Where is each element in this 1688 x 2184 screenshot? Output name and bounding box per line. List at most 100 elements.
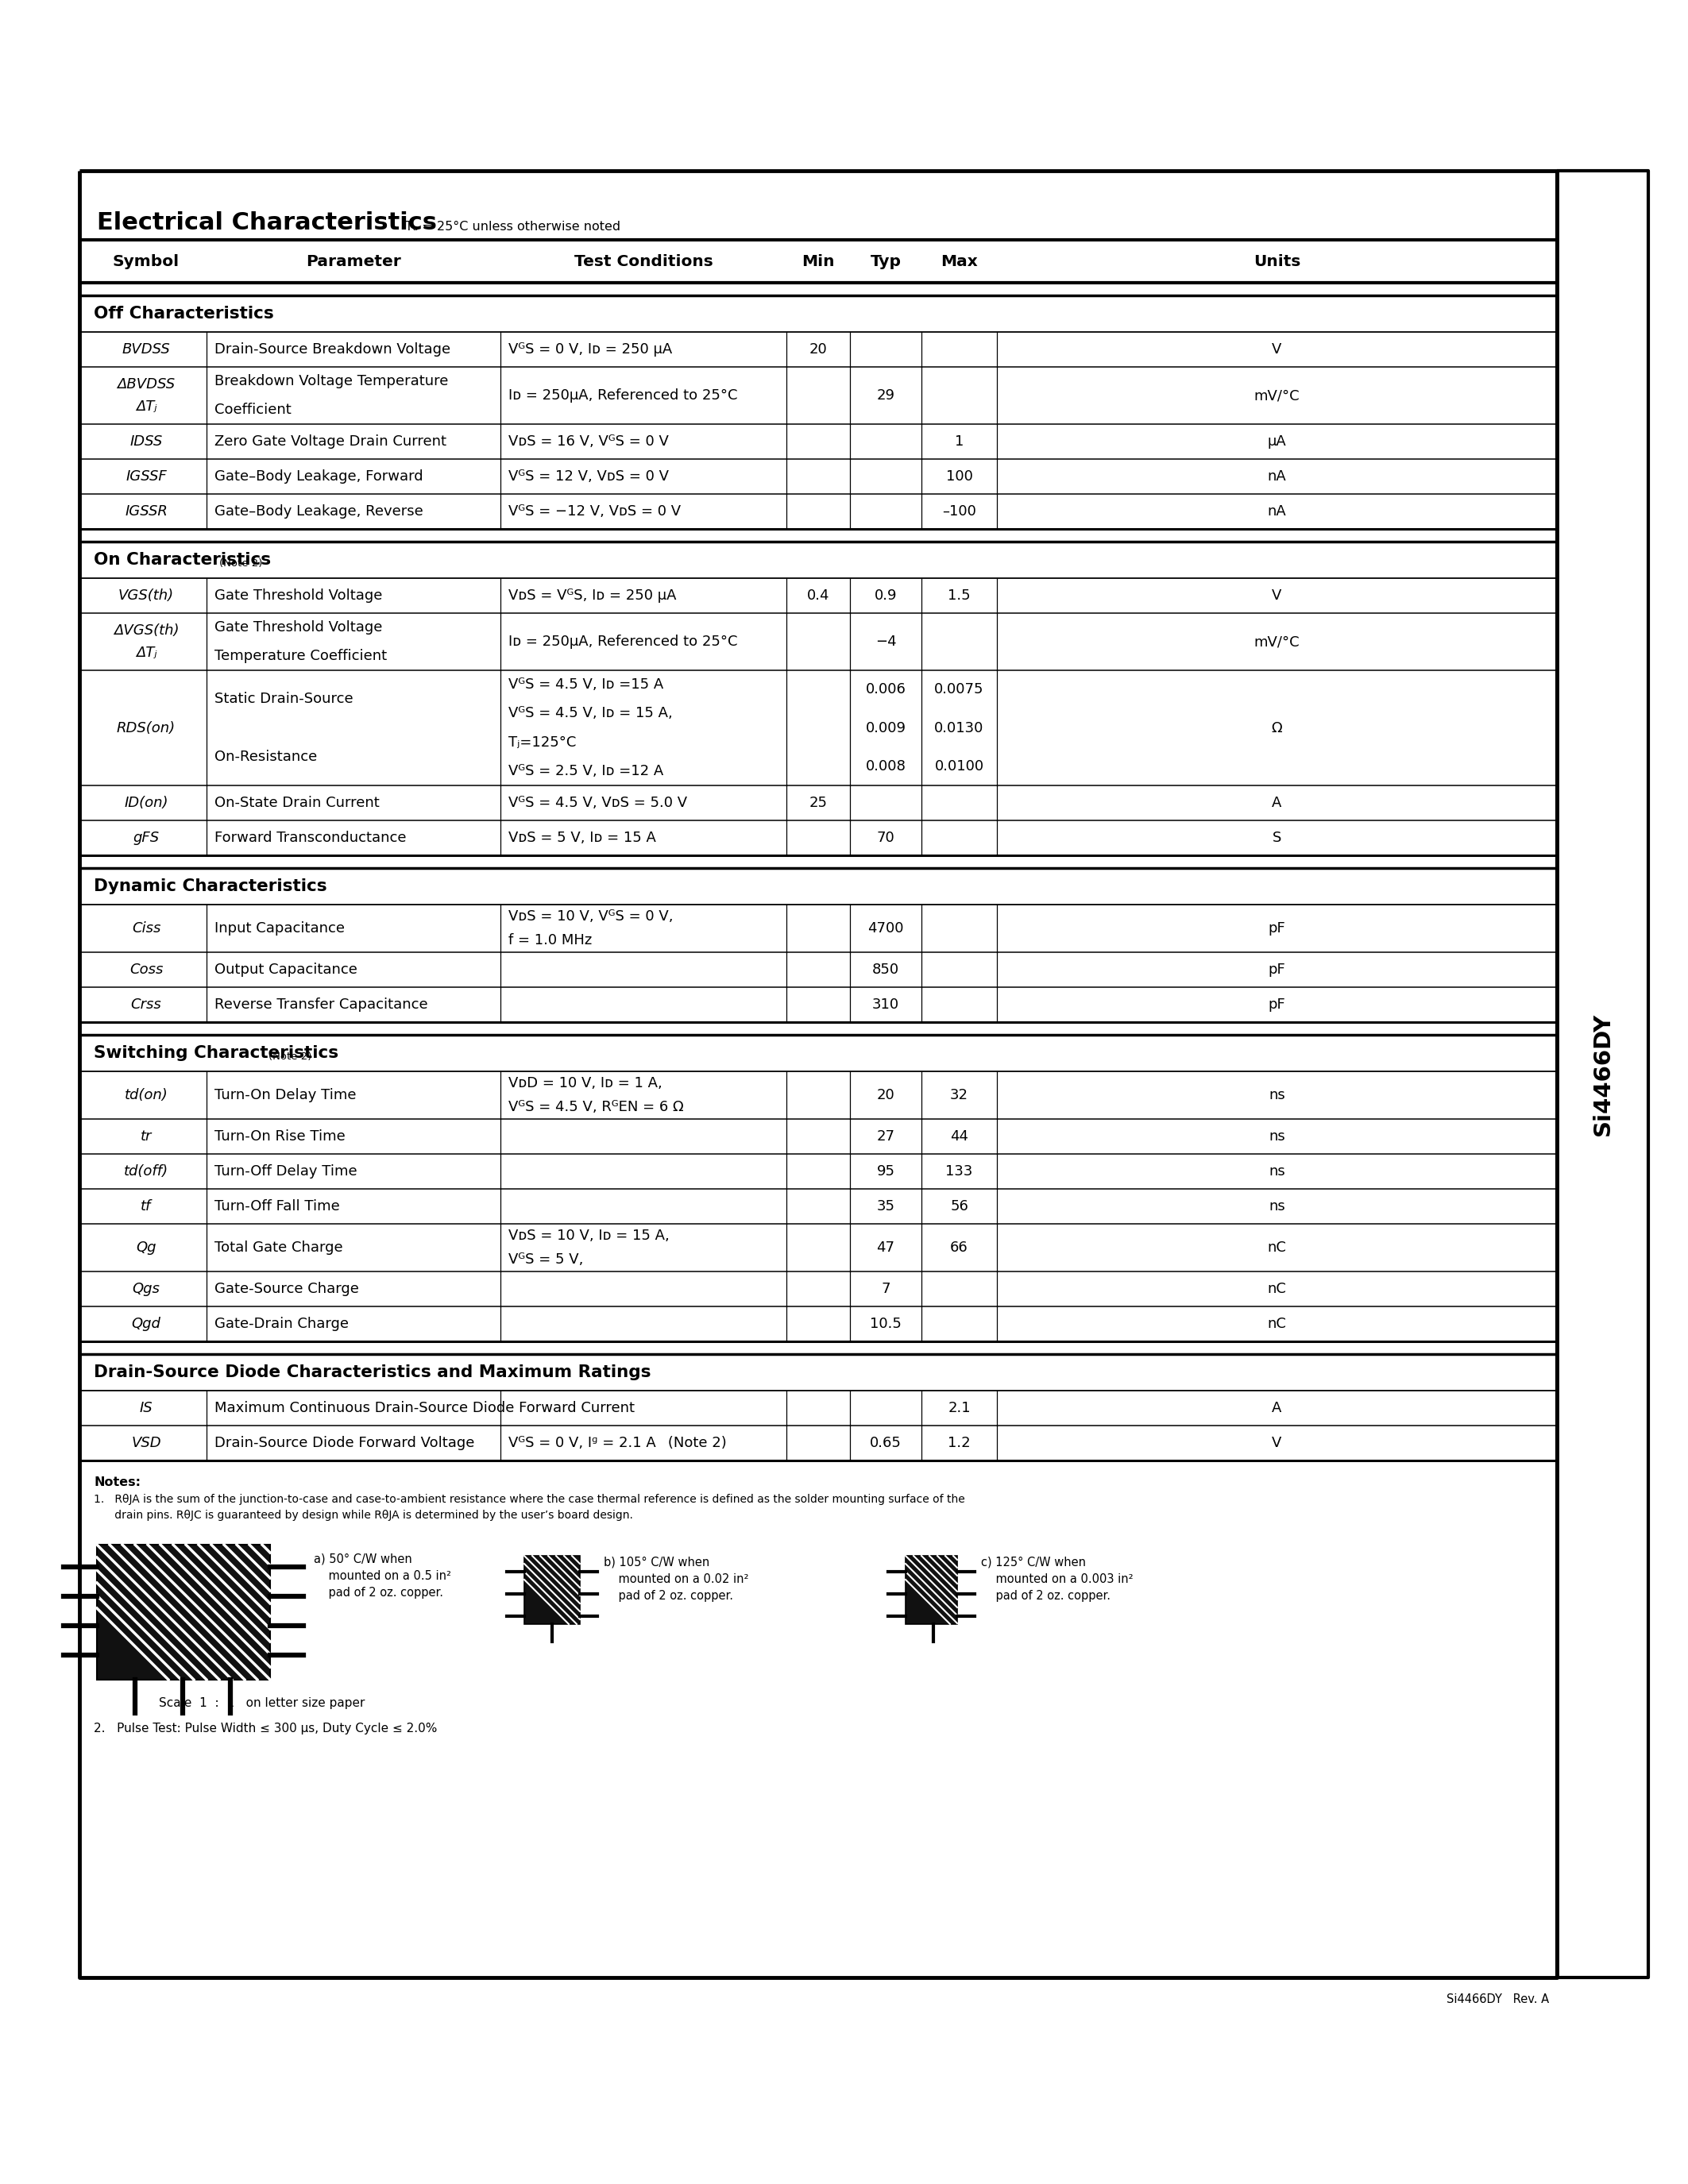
Text: Coefficient: Coefficient (214, 402, 292, 417)
Text: nA: nA (1268, 505, 1286, 518)
Text: Output Capacitance: Output Capacitance (214, 963, 358, 976)
Bar (905, 1555, 957, 1625)
Text: c) 125° C/W when
    mounted on a 0.003 in²
    pad of 2 oz. copper.: c) 125° C/W when mounted on a 0.003 in² … (981, 1555, 1133, 1603)
Text: Zero Gate Voltage Drain Current: Zero Gate Voltage Drain Current (214, 435, 446, 448)
Text: Qgs: Qgs (132, 1282, 160, 1295)
Text: A: A (1273, 795, 1281, 810)
Text: 20: 20 (876, 1088, 895, 1103)
Text: 47: 47 (876, 1241, 895, 1256)
Text: ns: ns (1269, 1199, 1285, 1214)
Text: Iᴅ = 250μA, Referenced to 25°C: Iᴅ = 250μA, Referenced to 25°C (508, 636, 738, 649)
Text: 70: 70 (876, 830, 895, 845)
Text: Drain-Source Diode Characteristics and Maximum Ratings: Drain-Source Diode Characteristics and M… (95, 1365, 652, 1380)
Text: On Characteristics: On Characteristics (95, 553, 272, 568)
Text: A: A (1273, 1400, 1281, 1415)
Text: RDS(on): RDS(on) (116, 721, 176, 736)
Text: td(on): td(on) (125, 1088, 167, 1103)
Text: 310: 310 (873, 998, 900, 1011)
Text: nC: nC (1268, 1317, 1286, 1330)
Text: IS: IS (140, 1400, 152, 1415)
Text: VᴳS = 4.5 V, Iᴅ = 15 A,: VᴳS = 4.5 V, Iᴅ = 15 A, (508, 705, 672, 721)
Text: 0.0130: 0.0130 (935, 721, 984, 736)
Text: VᴅS = 10 V, VᴳS = 0 V,: VᴅS = 10 V, VᴳS = 0 V, (508, 909, 674, 924)
Text: Gate–Body Leakage, Reverse: Gate–Body Leakage, Reverse (214, 505, 424, 518)
Text: td(off): td(off) (123, 1164, 169, 1179)
Text: S: S (1273, 830, 1281, 845)
Text: Scale  1  :  1   on letter size paper: Scale 1 : 1 on letter size paper (159, 1697, 365, 1710)
Text: Parameter: Parameter (306, 253, 402, 269)
Text: VᴅS = 16 V, VᴳS = 0 V: VᴅS = 16 V, VᴳS = 0 V (508, 435, 668, 448)
Text: 25: 25 (809, 795, 827, 810)
Text: Tⱼ=125°C: Tⱼ=125°C (508, 736, 576, 749)
Text: 4700: 4700 (868, 922, 903, 935)
Text: 1: 1 (955, 435, 964, 448)
Text: Drain-Source Diode Forward Voltage: Drain-Source Diode Forward Voltage (214, 1435, 474, 1450)
Text: On-State Drain Current: On-State Drain Current (214, 795, 380, 810)
Text: Test Conditions: Test Conditions (574, 253, 712, 269)
Text: Max: Max (940, 253, 977, 269)
Text: Gate–Body Leakage, Forward: Gate–Body Leakage, Forward (214, 470, 424, 483)
Text: 2.1: 2.1 (949, 1400, 971, 1415)
Text: a) 50° C/W when
    mounted on a 0.5 in²
    pad of 2 oz. copper.: a) 50° C/W when mounted on a 0.5 in² pad… (314, 1553, 451, 1599)
Text: Si4466DY   Rev. A: Si4466DY Rev. A (1447, 1994, 1550, 2005)
Text: 850: 850 (873, 963, 900, 976)
Text: V: V (1273, 587, 1281, 603)
Text: Turn-Off Delay Time: Turn-Off Delay Time (214, 1164, 358, 1179)
Text: V: V (1273, 343, 1281, 356)
Text: pF: pF (1268, 922, 1286, 935)
Text: drain pins. RθJC is guaranteed by design while RθJA is determined by the user’s : drain pins. RθJC is guaranteed by design… (95, 1509, 633, 1520)
Text: 32: 32 (950, 1088, 969, 1103)
Text: 0.006: 0.006 (866, 681, 906, 697)
Text: mV/°C: mV/°C (1254, 389, 1300, 402)
Text: Tₐ = 25°C unless otherwise noted: Tₐ = 25°C unless otherwise noted (405, 221, 621, 232)
Text: μA: μA (1268, 435, 1286, 448)
Text: 1.2: 1.2 (949, 1435, 971, 1450)
Text: Typ: Typ (871, 253, 901, 269)
Text: pF: pF (1268, 963, 1286, 976)
Text: Forward Transconductance: Forward Transconductance (214, 830, 407, 845)
Text: ns: ns (1269, 1129, 1285, 1144)
Text: 27: 27 (876, 1129, 895, 1144)
Text: BVDSS: BVDSS (122, 343, 170, 356)
Text: gFS: gFS (133, 830, 159, 845)
Text: 0.4: 0.4 (807, 587, 829, 603)
Text: Drain-Source Breakdown Voltage: Drain-Source Breakdown Voltage (214, 343, 451, 356)
Text: ΔVGS(th): ΔVGS(th) (113, 622, 179, 638)
Text: VᴳS = 12 V, VᴅS = 0 V: VᴳS = 12 V, VᴅS = 0 V (508, 470, 668, 483)
Text: 10.5: 10.5 (869, 1317, 901, 1330)
Text: f = 1.0 MHz: f = 1.0 MHz (508, 933, 592, 948)
Text: VᴳS = 4.5 V, Iᴅ =15 A: VᴳS = 4.5 V, Iᴅ =15 A (508, 677, 663, 692)
Text: ID(on): ID(on) (125, 795, 169, 810)
Text: VᴳS = 5 V,: VᴳS = 5 V, (508, 1251, 584, 1267)
Text: VSD: VSD (132, 1435, 160, 1450)
Text: Symbol: Symbol (113, 253, 179, 269)
Text: Temperature Coefficient: Temperature Coefficient (214, 649, 387, 664)
Text: 0.008: 0.008 (866, 760, 906, 773)
Text: Static Drain-Source: Static Drain-Source (214, 692, 353, 705)
Text: mV/°C: mV/°C (1254, 636, 1300, 649)
Text: ns: ns (1269, 1088, 1285, 1103)
Text: 56: 56 (950, 1199, 969, 1214)
Text: tr: tr (140, 1129, 152, 1144)
Text: Qgd: Qgd (132, 1317, 160, 1330)
Text: −4: −4 (874, 636, 896, 649)
Text: Turn-On Delay Time: Turn-On Delay Time (214, 1088, 356, 1103)
Text: Coss: Coss (130, 963, 164, 976)
Text: Gate Threshold Voltage: Gate Threshold Voltage (214, 587, 383, 603)
Text: VᴳS = 4.5 V, RᴳEN = 6 Ω: VᴳS = 4.5 V, RᴳEN = 6 Ω (508, 1101, 684, 1114)
Text: V: V (1273, 1435, 1281, 1450)
Text: 0.65: 0.65 (869, 1435, 901, 1450)
Text: Electrical Characteristics: Electrical Characteristics (96, 212, 437, 234)
Text: Maximum Continuous Drain-Source Diode Forward Current: Maximum Continuous Drain-Source Diode Fo… (214, 1400, 635, 1415)
Text: Qg: Qg (137, 1241, 157, 1256)
Text: 0.009: 0.009 (866, 721, 906, 736)
Text: 44: 44 (950, 1129, 969, 1144)
Text: 95: 95 (876, 1164, 895, 1179)
Text: Si4466DY: Si4466DY (1592, 1013, 1614, 1136)
Text: Gate-Source Charge: Gate-Source Charge (214, 1282, 360, 1295)
Text: Turn-Off Fall Time: Turn-Off Fall Time (214, 1199, 339, 1214)
Text: b) 105° C/W when
    mounted on a 0.02 in²
    pad of 2 oz. copper.: b) 105° C/W when mounted on a 0.02 in² p… (604, 1555, 749, 1603)
Text: 0.0100: 0.0100 (935, 760, 984, 773)
Text: 100: 100 (945, 470, 972, 483)
Text: Breakdown Voltage Temperature: Breakdown Voltage Temperature (214, 373, 449, 389)
